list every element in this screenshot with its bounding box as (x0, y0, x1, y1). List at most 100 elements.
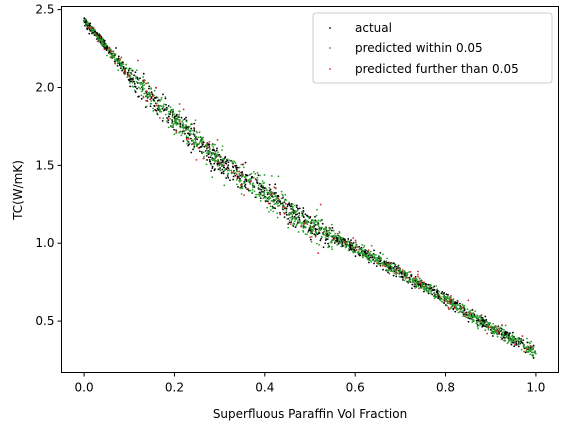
point-series-1 (484, 329, 487, 331)
point-series-1 (351, 243, 353, 246)
point-series-2 (417, 270, 419, 273)
point-series-1 (280, 197, 283, 200)
point-series-1 (93, 28, 96, 31)
point-series-1 (109, 52, 112, 55)
point-series-1 (278, 204, 281, 207)
point-series-1 (495, 327, 498, 330)
point-series-1 (178, 131, 181, 134)
point-series-1 (175, 123, 178, 126)
point-series-0 (468, 317, 471, 320)
point-series-1 (373, 253, 376, 256)
point-series-0 (156, 99, 159, 102)
point-series-1 (266, 191, 269, 194)
point-series-1 (255, 193, 257, 196)
point-series-1 (126, 74, 129, 77)
point-series-1 (186, 142, 188, 145)
point-series-1 (404, 277, 407, 280)
legend: actual predicted within 0.05 predicted f… (312, 12, 553, 84)
point-series-1 (219, 169, 222, 172)
point-series-1 (172, 123, 175, 126)
point-series-1 (143, 81, 145, 83)
point-series-2 (112, 50, 115, 53)
point-series-2 (381, 264, 384, 267)
point-series-1 (217, 151, 219, 154)
point-series-1 (221, 149, 223, 151)
point-series-1 (148, 93, 151, 96)
point-series-1 (342, 244, 345, 247)
point-series-1 (363, 252, 365, 255)
point-series-1 (121, 68, 124, 71)
point-series-1 (520, 339, 522, 342)
point-series-1 (259, 200, 262, 202)
point-series-1 (334, 240, 337, 243)
point-series-2 (124, 72, 127, 75)
point-series-1 (212, 151, 214, 154)
point-series-2 (352, 247, 355, 249)
point-series-0 (222, 166, 225, 169)
point-series-2 (155, 86, 158, 89)
point-series-1 (302, 226, 304, 229)
point-series-1 (374, 260, 377, 263)
point-series-0 (373, 249, 375, 252)
point-series-1 (313, 219, 316, 222)
point-series-1 (443, 295, 446, 297)
point-series-0 (375, 265, 378, 268)
point-series-1 (506, 337, 509, 339)
point-series-0 (522, 339, 525, 342)
point-series-1 (260, 191, 263, 194)
point-series-1 (504, 324, 507, 327)
point-series-2 (500, 338, 503, 341)
legend-marker-predicted-within (329, 47, 331, 49)
point-series-1 (413, 281, 416, 283)
point-series-0 (427, 292, 430, 295)
point-series-0 (503, 332, 506, 335)
point-series-0 (350, 248, 353, 251)
point-series-1 (250, 172, 253, 175)
point-series-1 (238, 186, 241, 189)
point-series-1 (525, 349, 528, 352)
point-series-0 (294, 213, 297, 216)
x-tick-label: 0.6 (346, 381, 365, 395)
point-series-2 (317, 252, 320, 254)
point-series-0 (206, 159, 208, 161)
point-series-1 (199, 140, 202, 142)
point-series-0 (247, 189, 250, 192)
point-series-1 (265, 189, 268, 192)
point-series-1 (170, 109, 172, 112)
point-series-1 (284, 193, 287, 196)
point-series-1 (291, 211, 294, 213)
point-series-1 (137, 79, 140, 81)
legend-marker-predicted-further (329, 68, 331, 70)
point-series-1 (476, 321, 479, 324)
point-series-2 (103, 48, 106, 51)
point-series-1 (442, 298, 445, 301)
point-series-1 (254, 173, 257, 175)
point-series-1 (202, 151, 205, 154)
y-tick-label: 2.5 (35, 3, 54, 17)
point-series-1 (117, 69, 120, 72)
point-series-1 (268, 186, 271, 189)
point-series-2 (87, 26, 90, 29)
point-series-1 (524, 346, 527, 349)
point-series-1 (482, 322, 485, 324)
point-series-1 (316, 242, 318, 245)
point-series-1 (490, 327, 493, 330)
point-series-1 (363, 254, 366, 257)
point-series-1 (415, 286, 418, 289)
point-series-0 (237, 166, 239, 169)
point-series-0 (136, 87, 138, 90)
point-series-1 (433, 295, 435, 298)
point-series-1 (101, 44, 104, 46)
point-series-1 (398, 275, 401, 278)
point-series-1 (327, 229, 329, 232)
point-series-1 (427, 290, 430, 292)
point-series-0 (119, 67, 122, 70)
point-series-1 (530, 340, 533, 343)
point-series-1 (288, 211, 291, 214)
point-series-1 (468, 310, 471, 313)
point-series-0 (148, 87, 150, 90)
point-series-1 (354, 241, 357, 244)
point-series-1 (523, 346, 525, 349)
point-series-1 (347, 244, 349, 247)
